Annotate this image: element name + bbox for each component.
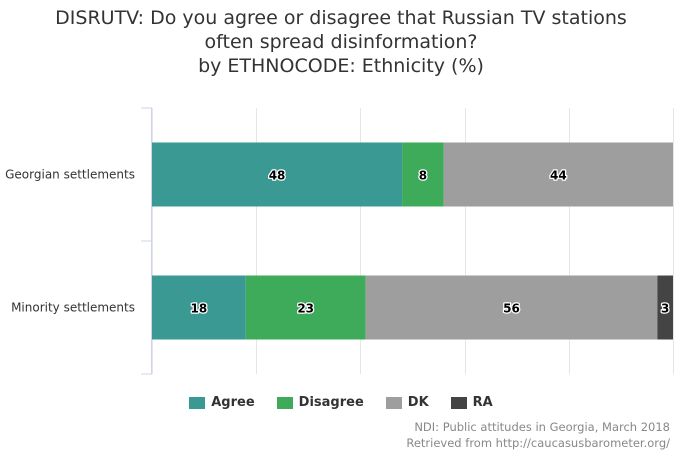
legend-swatch xyxy=(189,396,206,409)
credits: NDI: Public attitudes in Georgia, March … xyxy=(406,419,670,451)
legend-item-disagree[interactable]: Disagree xyxy=(276,395,364,410)
legend-item-ra[interactable]: RA xyxy=(450,395,493,410)
title-line-1: DISRUTV: Do you agree or disagree that R… xyxy=(55,7,627,29)
legend-swatch xyxy=(450,396,467,409)
chart-title: DISRUTV: Do you agree or disagree that R… xyxy=(0,6,682,78)
title-line-2: often spread disinformation? xyxy=(204,31,478,53)
legend-swatch xyxy=(385,396,402,409)
category-label: Minority settlements xyxy=(11,301,135,315)
legend-swatch xyxy=(276,396,293,409)
category-axis: Georgian settlements Minority settlements xyxy=(5,107,152,375)
legend-item-agree[interactable]: Agree xyxy=(189,395,255,410)
data-label: 3 xyxy=(661,302,669,316)
data-label: 8 xyxy=(419,169,427,183)
data-label: 18 xyxy=(191,302,208,316)
credits-url: Retrieved from http://caucasusbarometer.… xyxy=(406,436,670,450)
bar-disagree[interactable] xyxy=(402,142,444,207)
bar-dk[interactable] xyxy=(365,275,658,340)
data-label: 56 xyxy=(503,302,520,316)
stacked-bar-chart: Georgian settlements Minority settlements… xyxy=(5,107,674,375)
bar-agree[interactable] xyxy=(152,275,246,340)
title-line-3: by ETHNOCODE: Ethnicity (%) xyxy=(198,55,484,77)
legend-label: DK xyxy=(407,395,429,410)
legend: Agree Disagree DK RA xyxy=(0,395,682,410)
bar-disagree[interactable] xyxy=(245,275,366,340)
data-label: 44 xyxy=(550,169,567,183)
legend-label: Agree xyxy=(211,395,255,410)
category-label: Georgian settlements xyxy=(5,168,135,182)
data-label: 23 xyxy=(297,302,314,316)
bar-ra[interactable] xyxy=(657,275,673,340)
bar-segments: 48 8 44 18 23 56 3 xyxy=(152,142,673,340)
bar-dk[interactable] xyxy=(443,142,673,207)
legend-item-dk[interactable]: DK xyxy=(385,395,429,410)
legend-label: Disagree xyxy=(298,395,364,410)
bar-agree[interactable] xyxy=(152,142,403,207)
credits-source: NDI: Public attitudes in Georgia, March … xyxy=(414,420,670,434)
data-label: 48 xyxy=(269,169,286,183)
legend-label: RA xyxy=(472,395,493,410)
